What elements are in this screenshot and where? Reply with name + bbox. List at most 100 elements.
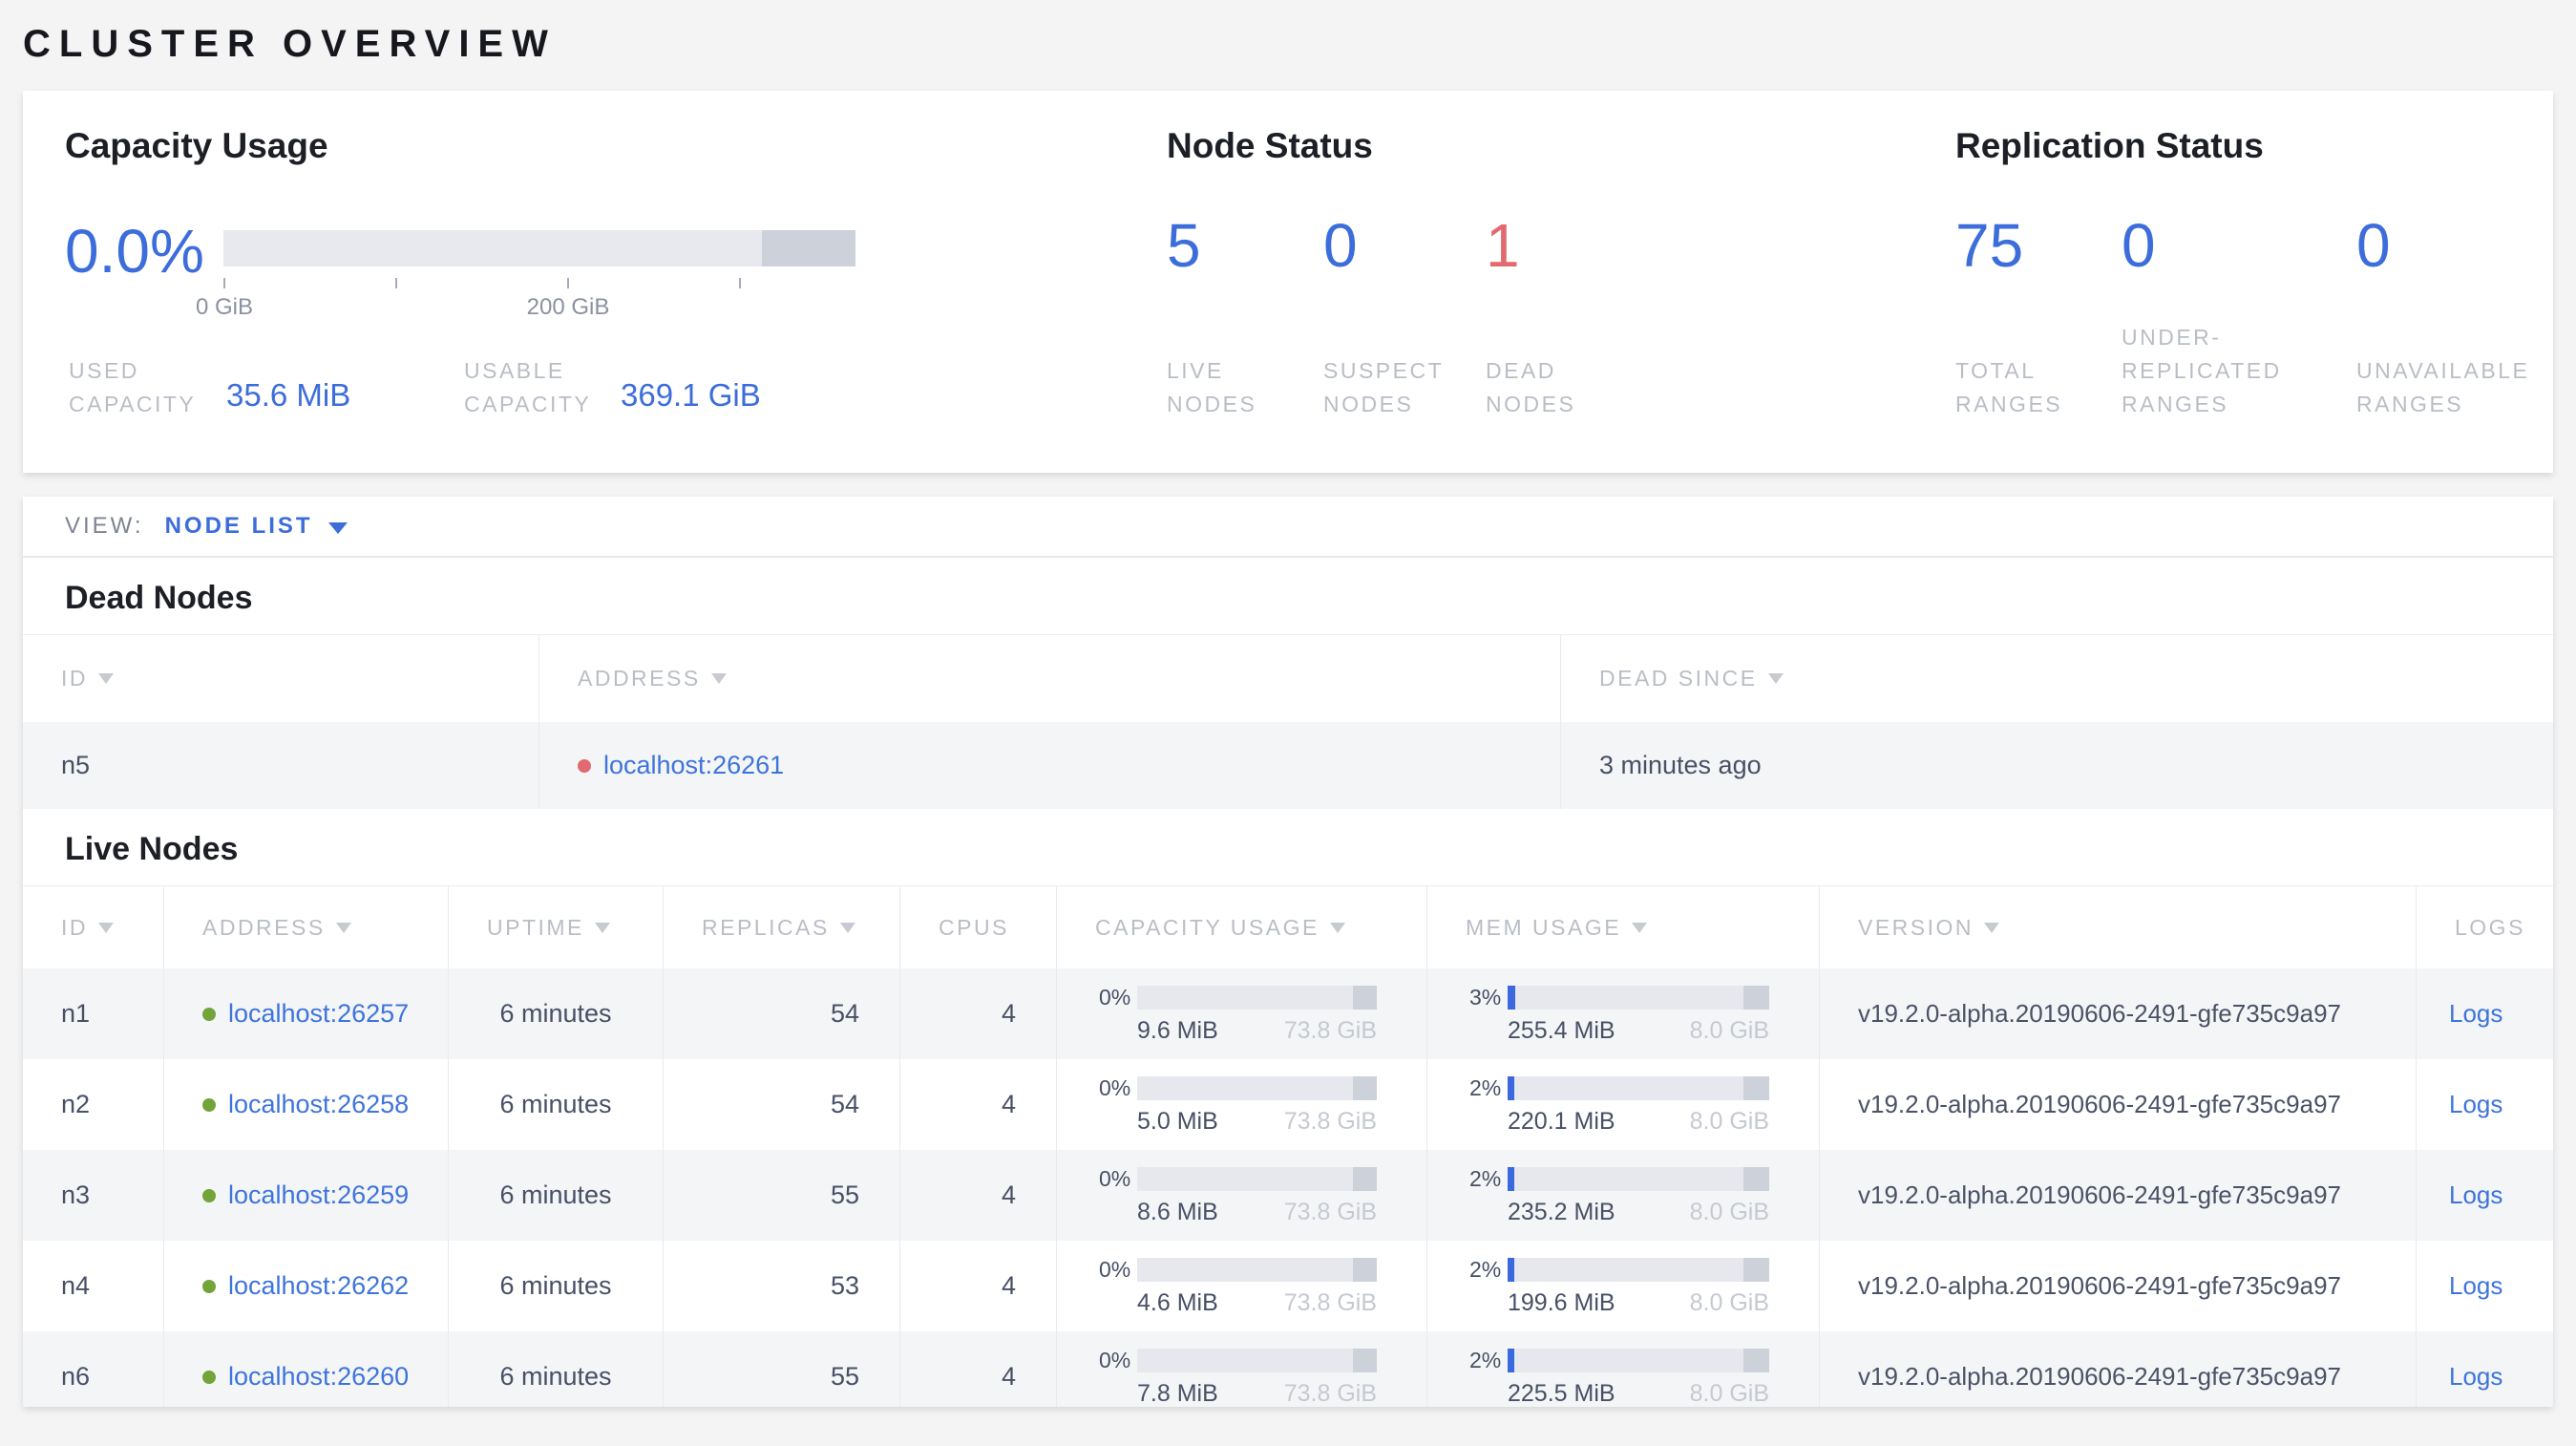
summary-stat-total-ranges: 75 TOTAL RANGES [1955, 213, 2122, 421]
node-list-card: VIEW: NODE LIST Dead Nodes ID ADDRESS DEAD… [23, 497, 2553, 1407]
usage-bar-fill [1508, 1076, 1514, 1100]
sort-desc-icon [1632, 922, 1648, 933]
table-header-row: ID ADDRESS DEAD SINCE [23, 634, 2553, 722]
header-uptime[interactable]: UPTIME [449, 886, 664, 968]
usage-total-value: 73.8 GiB [1283, 1108, 1377, 1135]
header-replicas[interactable]: REPLICAS [664, 886, 900, 968]
usage-percent: 2% [1469, 1348, 1502, 1372]
logs-link[interactable]: Logs [2449, 1090, 2503, 1118]
cpus-value: 4 [1001, 1180, 1016, 1209]
replication-status-heading: Replication Status [1955, 126, 2264, 165]
replicas-value: 54 [830, 999, 859, 1028]
view-selector-dropdown[interactable]: NODE LIST [165, 513, 348, 540]
axis-tick [567, 278, 569, 288]
node-address-link[interactable]: localhost:26260 [228, 1362, 410, 1391]
uptime-value: 6 minutes [499, 1090, 612, 1118]
node-id: n5 [61, 751, 91, 779]
header-address[interactable]: ADDRESS [164, 886, 449, 968]
node-id: n6 [61, 1362, 91, 1391]
stat-label: DEAD NODES [1486, 358, 1576, 416]
table-row: n3 localhost:26259 6 minutes 55 4 0% 8.6 MiB 73… [23, 1150, 2553, 1241]
header-capacity-usage[interactable]: CAPACITY USAGE [1057, 886, 1427, 968]
node-address-link[interactable]: localhost:26261 [603, 751, 785, 779]
usage-bar [1508, 986, 1769, 1010]
replicas-value: 55 [830, 1362, 859, 1391]
usage-bar-reserved [1742, 986, 1769, 1010]
usage-cell: 3% 255.4 MiB 8.0 GiB [1427, 968, 1820, 1059]
logs-link[interactable]: Logs [2449, 1180, 2503, 1209]
usage-bar-reserved [1742, 1349, 1769, 1372]
usage-percent: 0% [1099, 1075, 1131, 1100]
replicas-value: 55 [830, 1180, 859, 1209]
header-dead-since[interactable]: DEAD SINCE [1561, 635, 2553, 722]
header-address[interactable]: ADDRESS [539, 635, 1561, 722]
dead-nodes-table: ID ADDRESS DEAD SINCE n5 localhost:26261 3 mi… [23, 634, 2553, 809]
page-title: CLUSTER OVERVIEW [23, 23, 557, 65]
node-id-cell: n5 [23, 722, 539, 809]
node-address-cell: localhost:26257 [164, 968, 449, 1059]
header-label: ID [61, 666, 88, 691]
usage-bar-fill [1508, 1167, 1514, 1191]
usage-used-value: 9.6 MiB [1137, 1017, 1218, 1044]
view-bar: VIEW: NODE LIST [23, 497, 2553, 558]
logs-link[interactable]: Logs [2449, 999, 2503, 1028]
usage-bar-fill [1508, 1258, 1514, 1282]
node-id-cell: n6 [23, 1331, 164, 1407]
sort-desc-icon [335, 922, 351, 933]
header-label: CAPACITY USAGE [1095, 914, 1320, 940]
replicas-cell: 53 [664, 1241, 900, 1331]
replication-status-stats: 75 TOTAL RANGES 0 UNDER-REPLICATED RANGES 0 U… [1955, 211, 2527, 421]
live-status-dot-icon [202, 1007, 216, 1021]
header-mem-usage[interactable]: MEM USAGE [1427, 886, 1820, 968]
usage-bar-row: 3% [1469, 985, 1769, 1010]
usage-cell: 0% 4.6 MiB 73.8 GiB [1057, 1241, 1427, 1331]
node-address-link[interactable]: localhost:26262 [228, 1271, 410, 1300]
usage-bar-reserved [1742, 1076, 1769, 1100]
cpus-value: 4 [1001, 1090, 1016, 1118]
usage-percent: 0% [1099, 1257, 1131, 1282]
usage-bar [1508, 1076, 1769, 1100]
uptime-value: 6 minutes [499, 1271, 612, 1300]
node-id: n4 [61, 1271, 91, 1300]
axis-tick [223, 278, 225, 288]
usage-cell: 2% 220.1 MiB 8.0 GiB [1427, 1059, 1820, 1150]
node-address-link[interactable]: localhost:26258 [228, 1090, 410, 1118]
logs-cell: Logs [2417, 1331, 2553, 1407]
header-id[interactable]: ID [23, 886, 164, 968]
stat-value: 0 [2122, 211, 2156, 280]
uptime-cell: 6 minutes [449, 968, 664, 1059]
cpus-value: 4 [1001, 1362, 1016, 1391]
axis-tick [739, 278, 741, 288]
node-id: n1 [61, 999, 91, 1028]
replicas-cell: 54 [664, 968, 900, 1059]
uptime-value: 6 minutes [499, 1180, 612, 1209]
usage-values: 4.6 MiB 73.8 GiB [1137, 1289, 1377, 1317]
stat-value: 75 [1955, 211, 2024, 280]
capacity-axis: 0 GiB 200 GiB [196, 278, 855, 345]
usage-bar-reserved [1352, 1167, 1377, 1191]
usage-percent: 2% [1469, 1166, 1502, 1191]
dropdown-caret-icon [327, 521, 348, 534]
cpus-cell: 4 [900, 1331, 1057, 1407]
header-version[interactable]: VERSION [1820, 886, 2417, 968]
logs-link[interactable]: Logs [2449, 1362, 2503, 1391]
header-id[interactable]: ID [23, 635, 539, 722]
live-status-dot-icon [202, 1097, 216, 1112]
usage-bar-reserved [1352, 1076, 1377, 1100]
usage-percent: 3% [1469, 985, 1502, 1010]
capacity-usage-heading: Capacity Usage [65, 126, 328, 165]
usage-percent: 0% [1099, 1348, 1131, 1372]
cluster-overview-page: CLUSTER OVERVIEW Capacity Usage 0.0% 0 G… [23, 23, 2553, 1407]
header-label: CPUS [939, 914, 1009, 940]
usage-bar [1137, 1349, 1377, 1372]
dead-since-cell: 3 minutes ago [1561, 722, 2553, 809]
node-address-link[interactable]: localhost:26257 [228, 999, 410, 1028]
version-cell: v19.2.0-alpha.20190606-2491-gfe735c9a97 [1820, 1059, 2417, 1150]
node-address-link[interactable]: localhost:26259 [228, 1180, 410, 1209]
summary-stat-suspect-nodes: 0 SUSPECT NODES [1323, 213, 1486, 421]
node-address-cell: localhost:26258 [164, 1059, 449, 1150]
header-label: UPTIME [487, 914, 584, 940]
logs-link[interactable]: Logs [2449, 1271, 2503, 1300]
usage-values: 255.4 MiB 8.0 GiB [1508, 1017, 1769, 1045]
usage-total-value: 8.0 GiB [1689, 1380, 1769, 1407]
